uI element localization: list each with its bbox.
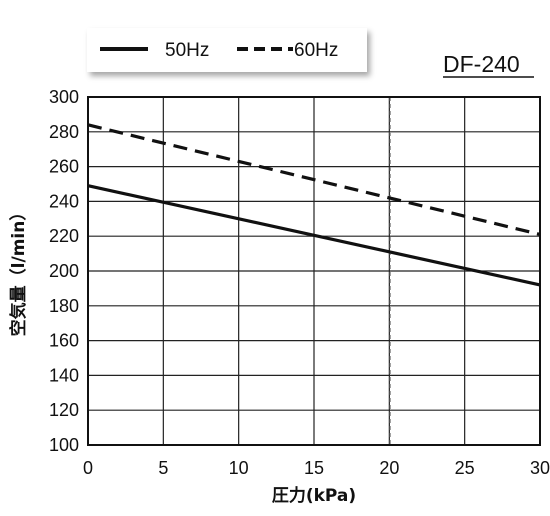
series-group: [87, 123, 541, 287]
model-label: DF-240: [443, 51, 520, 77]
x-tick-label: 0: [83, 458, 93, 478]
x-tick-label: 20: [379, 458, 399, 478]
y-tick-label: 260: [49, 157, 79, 177]
y-tick-label: 100: [49, 435, 79, 455]
y-tick-label: 200: [49, 261, 79, 281]
legend-label-60hz: 60Hz: [294, 40, 338, 61]
legend-label-50hz: 50Hz: [165, 40, 209, 61]
y-axis-label: 空気量（l/min）: [8, 204, 29, 337]
x-tick-labels: 0 5 10 15 20 25 30: [83, 458, 550, 478]
legend: 50Hz 60Hz: [87, 28, 367, 72]
y-tick-label: 220: [49, 226, 79, 246]
series-line-60hz: [87, 123, 541, 237]
x-tick-label: 30: [530, 458, 550, 478]
x-axis-label: 圧力(kPa): [272, 485, 356, 506]
y-tick-label: 120: [49, 400, 79, 420]
y-tick-label: 280: [49, 122, 79, 142]
series-line-50hz: [87, 184, 541, 287]
plot-frame: [87, 96, 541, 446]
y-tick-label: 240: [49, 191, 79, 211]
x-tick-label: 10: [229, 458, 249, 478]
y-tick-label: 180: [49, 296, 79, 316]
y-tick-labels: 100 120 140 160 180 200 220 240 260 280 300: [49, 87, 79, 455]
x-tick-label: 15: [304, 458, 324, 478]
y-tick-label: 140: [49, 365, 79, 385]
y-tick-label: 160: [49, 331, 79, 351]
x-tick-label: 5: [158, 458, 168, 478]
y-tick-label: 300: [49, 87, 79, 107]
x-tick-label: 25: [455, 458, 475, 478]
